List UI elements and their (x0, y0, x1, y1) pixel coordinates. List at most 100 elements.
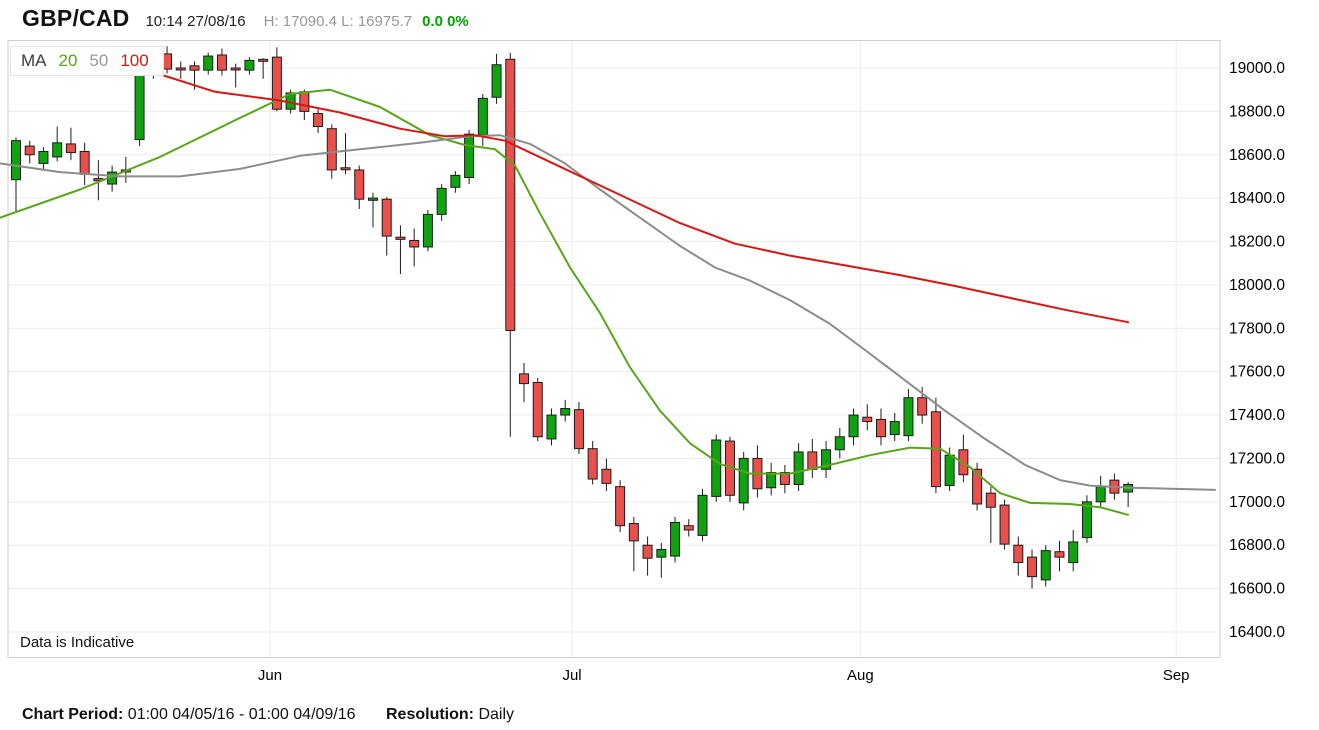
candle[interactable] (244, 57, 255, 75)
candle[interactable] (834, 428, 845, 459)
candle-body-down (381, 198, 392, 237)
candle-body-up (903, 397, 914, 437)
chart-area: 19000.0 18800.0 18600.0 18400.0 18200.0 18000… (0, 40, 1319, 700)
ma100-line[interactable] (54, 47, 1129, 324)
candle[interactable] (1095, 475, 1106, 509)
candle[interactable] (65, 127, 76, 161)
candle[interactable] (656, 543, 667, 578)
candle[interactable] (930, 397, 941, 494)
candle[interactable] (1054, 540, 1065, 572)
candle[interactable] (38, 147, 49, 170)
candle[interactable] (203, 52, 214, 75)
resolution-label: Resolution: (386, 706, 474, 723)
candle[interactable] (354, 165, 365, 209)
candle[interactable] (24, 140, 35, 164)
candle-body-up (821, 449, 832, 470)
candle[interactable] (1027, 549, 1038, 589)
candle-body-down (985, 492, 996, 508)
candle[interactable] (395, 225, 406, 275)
candle[interactable] (519, 362, 530, 403)
candle[interactable] (1123, 482, 1134, 508)
candle[interactable] (848, 408, 859, 446)
candle[interactable] (1040, 545, 1051, 587)
ma20-line[interactable] (0, 88, 1129, 516)
candle-body-up (203, 55, 214, 71)
candle[interactable] (573, 402, 584, 455)
candle[interactable] (52, 126, 63, 162)
candle[interactable] (889, 412, 900, 442)
candle[interactable] (779, 464, 790, 494)
chart-header: GBP/CAD 10:14 27/08/16 H: 17090.4 L: 169… (22, 5, 469, 32)
ma-legend-item-20[interactable]: 20 (58, 51, 78, 70)
candle[interactable] (79, 142, 90, 186)
candle[interactable] (724, 436, 735, 502)
candle-body-down (779, 472, 790, 485)
candle[interactable] (450, 171, 461, 193)
candle[interactable] (175, 61, 186, 79)
ma-legend-item-100[interactable]: 100 (120, 51, 149, 70)
candle[interactable] (340, 133, 351, 175)
candle[interactable] (793, 443, 804, 491)
candle[interactable] (903, 389, 914, 442)
candle[interactable] (409, 228, 420, 267)
candle[interactable] (134, 66, 145, 147)
candle[interactable] (752, 445, 763, 498)
high-label: H: (263, 13, 279, 30)
candle[interactable] (985, 486, 996, 544)
y-tick-label: 18800.0 (1229, 103, 1285, 120)
candle[interactable] (436, 184, 447, 221)
candle[interactable] (381, 197, 392, 256)
candle[interactable] (422, 210, 433, 252)
candle[interactable] (367, 192, 378, 228)
ma50-line[interactable] (0, 134, 1216, 491)
candle[interactable] (162, 46, 173, 74)
candle[interactable] (505, 52, 516, 437)
candle[interactable] (862, 404, 873, 431)
candle[interactable] (999, 499, 1010, 550)
candle[interactable] (230, 63, 241, 88)
candle[interactable] (477, 94, 488, 147)
candle[interactable] (875, 408, 886, 446)
change-badge: 0.0 0% (422, 13, 469, 30)
candle[interactable] (738, 451, 749, 511)
ma-legend-title: MA (21, 51, 47, 70)
candle[interactable] (216, 48, 227, 76)
candle[interactable] (697, 488, 708, 541)
candle-body-up (11, 140, 21, 181)
candle[interactable] (615, 480, 626, 533)
low-label: L: (341, 13, 354, 30)
ma-legend-item-50[interactable]: 50 (89, 51, 109, 70)
candle-body-up (134, 71, 145, 141)
candle[interactable] (958, 434, 969, 483)
candle-body-down (189, 65, 200, 71)
candle[interactable] (491, 53, 502, 104)
candle[interactable] (766, 462, 777, 496)
candle[interactable] (821, 441, 832, 478)
y-tick-label: 19000.0 (1229, 60, 1285, 77)
candle[interactable] (464, 129, 475, 185)
candle[interactable] (601, 458, 612, 491)
candle[interactable] (258, 58, 269, 79)
low-value: 16975.7 (357, 13, 413, 30)
candle-body-down (230, 67, 241, 71)
candle-body-up (656, 549, 667, 558)
candle[interactable] (587, 441, 598, 485)
candle[interactable] (683, 519, 694, 537)
candle[interactable] (1013, 536, 1024, 576)
candle[interactable] (11, 137, 21, 212)
candle[interactable] (560, 399, 571, 422)
candle[interactable] (670, 517, 681, 563)
candle[interactable] (807, 438, 818, 478)
candle-body-up (889, 421, 900, 436)
candle[interactable] (711, 434, 722, 502)
chart-period-value: 01:00 04/05/16 - 01:00 04/09/16 (127, 706, 356, 723)
candle[interactable] (546, 408, 557, 446)
candle[interactable] (628, 517, 639, 572)
candle[interactable] (313, 109, 324, 134)
candle[interactable] (642, 536, 653, 576)
candle[interactable] (1068, 530, 1079, 572)
chart-canvas[interactable]: 19000.0 18800.0 18600.0 18400.0 18200.0 18000… (0, 40, 1319, 700)
candle[interactable] (1081, 495, 1092, 544)
candle[interactable] (972, 462, 983, 511)
candle[interactable] (532, 378, 543, 442)
